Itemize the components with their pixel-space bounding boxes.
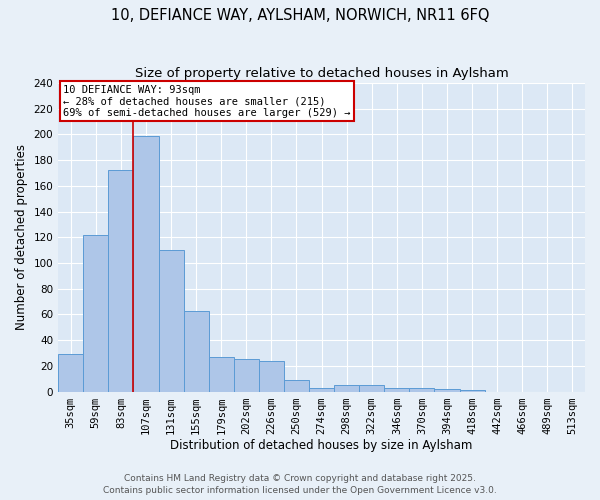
X-axis label: Distribution of detached houses by size in Aylsham: Distribution of detached houses by size …	[170, 440, 473, 452]
Bar	[83, 234, 109, 392]
Text: 10 DEFIANCE WAY: 93sqm
← 28% of detached houses are smaller (215)
69% of semi-de: 10 DEFIANCE WAY: 93sqm ← 28% of detached…	[64, 84, 351, 118]
Text: Contains HM Land Registry data © Crown copyright and database right 2025.
Contai: Contains HM Land Registry data © Crown c…	[103, 474, 497, 495]
Bar	[58, 354, 83, 392]
Title: Size of property relative to detached houses in Aylsham: Size of property relative to detached ho…	[135, 68, 508, 80]
Bar	[385, 388, 409, 392]
Bar	[259, 360, 284, 392]
Y-axis label: Number of detached properties: Number of detached properties	[15, 144, 28, 330]
Bar	[359, 385, 385, 392]
Bar	[184, 310, 209, 392]
Bar	[409, 388, 434, 392]
Bar	[133, 136, 158, 392]
Bar	[460, 390, 485, 392]
Bar	[309, 388, 334, 392]
Bar	[209, 357, 234, 392]
Bar	[234, 360, 259, 392]
Bar	[284, 380, 309, 392]
Bar	[158, 250, 184, 392]
Bar	[334, 385, 359, 392]
Bar	[434, 389, 460, 392]
Bar	[109, 170, 133, 392]
Text: 10, DEFIANCE WAY, AYLSHAM, NORWICH, NR11 6FQ: 10, DEFIANCE WAY, AYLSHAM, NORWICH, NR11…	[111, 8, 489, 22]
